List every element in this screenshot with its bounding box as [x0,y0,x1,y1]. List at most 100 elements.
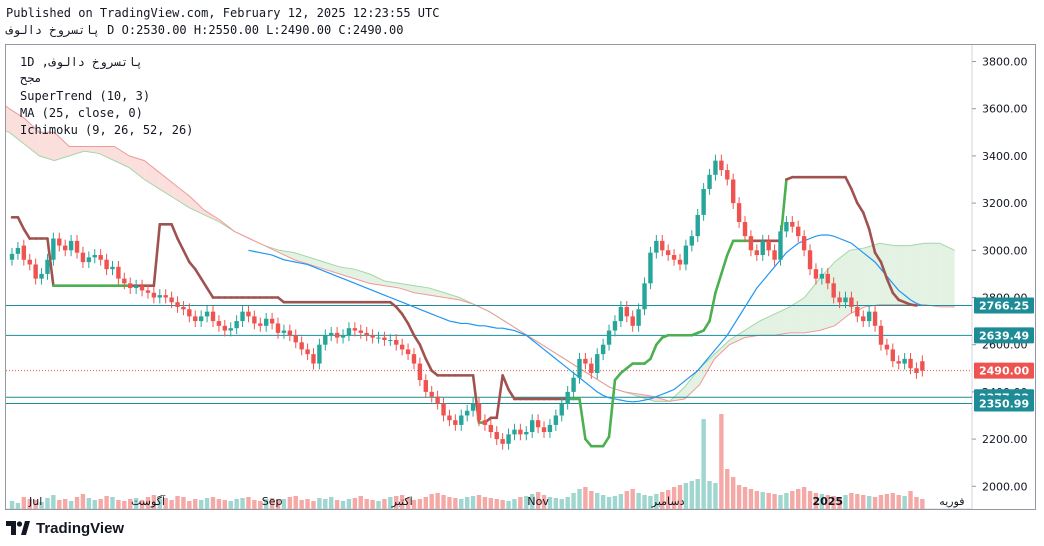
price-level-label: 2490.00 [979,365,1029,378]
volume-bar [80,494,86,509]
volume-bar [258,501,263,509]
supertrend-segment [655,336,664,346]
supertrend-segment [406,322,416,337]
volume-bar [263,499,269,509]
volume-bar [535,492,541,509]
supertrend-segment [702,319,711,332]
candle-body [730,179,736,204]
volume-bar [884,494,890,509]
volume-bar [512,499,517,509]
candle-body [796,226,801,237]
volume-bar [423,497,428,509]
legend-ma[interactable]: MA (25, close, 0) [20,106,143,120]
legend-supertrend[interactable]: SuperTrend (10, 3) [20,89,151,103]
volume-bar [169,500,174,509]
volume-bar [68,501,74,509]
candle-body [577,358,582,378]
volume-bar [677,485,683,509]
ichimoku-cloud-segment [684,368,700,399]
volume-bar [660,492,665,509]
price-chart[interactable]: 2000.002200.002400.002600.002800.003000.… [6,45,1035,509]
candle-body [139,285,145,291]
candle-body [329,332,334,336]
candle-body [766,240,771,251]
volume-bar [648,496,653,509]
price-level-label: 2639.49 [979,329,1029,342]
candle-body [429,391,434,397]
candle-body [423,380,428,392]
chart-frame[interactable]: 2000.002200.002400.002600.002800.003000.… [5,44,1036,510]
candle-body [133,285,139,289]
volume-bar [405,498,411,509]
candle-body [547,424,553,433]
volume-bar [606,497,612,509]
volume-bar [74,497,80,509]
candle-body [855,306,860,317]
volume-bar [500,500,505,509]
volume-bar [98,499,103,509]
candle-body [364,332,369,336]
supertrend-segment [205,286,215,299]
candle-body [68,240,74,251]
candle-body [683,245,689,265]
ichimoku-cloud-segment [279,250,295,260]
volume-bar [671,487,677,509]
candle-body [618,306,624,322]
volume-bar [494,499,499,509]
volume-bar [819,494,825,509]
candle-body [470,403,476,411]
ichimoku-cloud-segment [309,257,325,270]
volume-bar [701,419,706,509]
candle-body [151,292,157,298]
volume-bar [281,499,287,509]
volume-bar [9,501,15,509]
candle-body [281,330,287,333]
candle-body [695,214,700,237]
volume-bar [305,499,310,509]
volume-bar [488,498,494,509]
candle-body [39,273,44,279]
volume-bar [222,500,228,509]
tradingview-logo-icon [6,521,30,535]
volume-bar [346,499,352,509]
volume-bar [872,497,878,509]
ichimoku-cloud-segment [369,273,385,286]
volume-bar [654,494,659,509]
ichimoku-cloud-segment [54,132,70,161]
candle-body [74,240,80,253]
candle-body [518,429,523,435]
supertrend-segment [46,237,55,287]
candle-body [825,273,830,284]
ichimoku-cloud-segment [294,252,310,265]
tradingview-wordmark: TradingView [36,519,125,537]
volume-bar [39,502,44,509]
volume-bar [104,496,109,509]
supertrend-segment [885,277,895,295]
ichimoku-cloud-segment [774,306,790,336]
volume-bar [447,497,452,509]
volume-bar [589,491,594,509]
supertrend-segment [607,378,617,439]
volume-bar [429,494,434,509]
volume-bar [595,493,600,509]
tradingview-brand[interactable]: TradingView [6,518,124,538]
ichimoku-cloud-segment [699,354,715,385]
legend-ichimoku[interactable]: Ichimoku (9, 26, 52, 26) [20,123,194,137]
candle-body [648,252,653,284]
volume-bar [334,500,340,509]
candle-body [198,316,204,322]
volume-bar [725,469,730,509]
ichimoku-cloud-segment [759,314,775,336]
volume-bar [287,497,293,509]
symbol-name: پاتسروخ دالوف [6,23,100,37]
candle-body [920,361,925,371]
candle-body [45,259,50,274]
volume-bar [559,499,564,509]
volume-bar [45,498,50,509]
candle-body [216,321,222,326]
candle-body [849,297,854,307]
volume-bar [116,500,121,509]
ichimoku-cloud-segment [744,321,760,338]
candle-body [21,245,27,260]
supertrend-segment [601,435,611,448]
